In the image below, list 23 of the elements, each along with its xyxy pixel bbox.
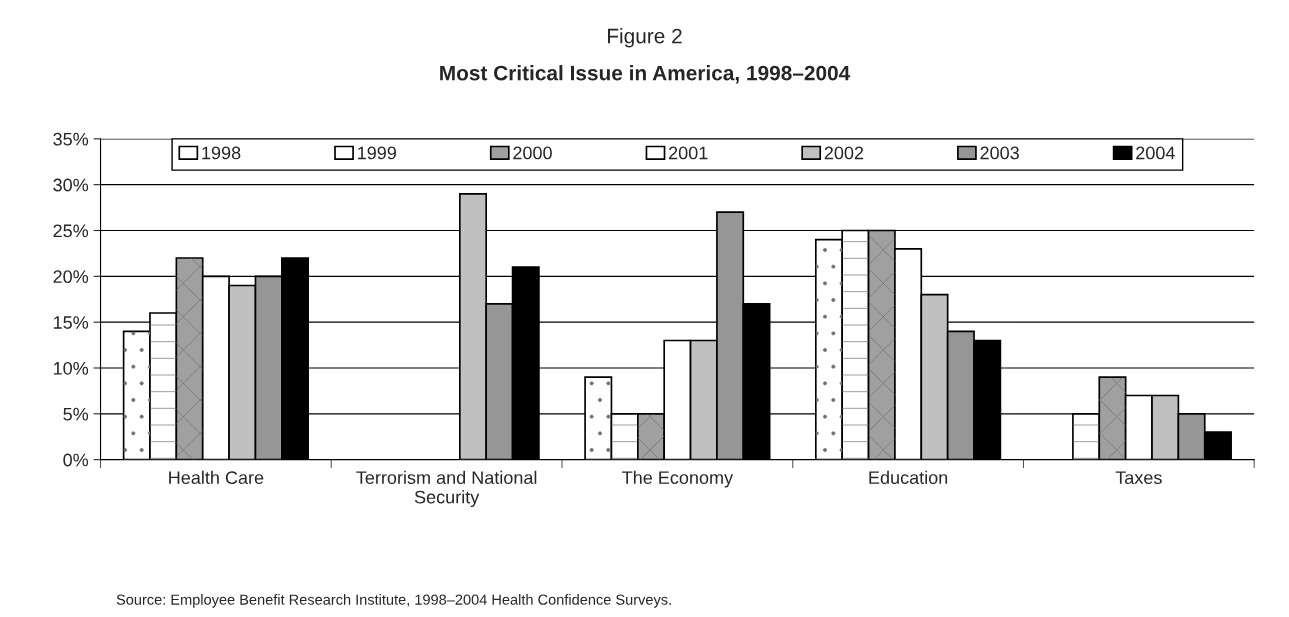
legend-label: 1999 — [358, 146, 396, 160]
legend-label: 2004 — [1136, 146, 1175, 160]
y-tick-label: 25% — [53, 224, 89, 238]
x-tick-label: Health Care — [169, 470, 264, 485]
x-tick-label: Terrorism and National Security — [356, 470, 537, 508]
x-tick-label: Taxes — [1115, 471, 1162, 485]
legend-label: 2001 — [669, 146, 708, 160]
chart-title: Figure 2 — [608, 28, 682, 48]
x-tick-label: Education — [869, 470, 948, 485]
y-tick-label: 5% — [63, 407, 89, 421]
legend-label: 2000 — [513, 146, 552, 160]
y-tick-label: 10% — [53, 361, 89, 375]
chart-subtitle: Most Critical Issue in America, 1998–2004 — [440, 65, 851, 84]
legend-label: 2002 — [824, 146, 864, 160]
x-tick-label: The Economy — [622, 470, 734, 488]
legend-label: 2003 — [980, 146, 1019, 160]
y-tick-label: 15% — [53, 316, 89, 329]
y-tick-label: 35% — [53, 132, 89, 146]
y-tick-label: 20% — [53, 270, 89, 284]
y-tick-label: 30% — [53, 178, 89, 192]
legend-label: 1998 — [202, 146, 241, 160]
source-note: Source: Employee Benefit Research Institute, 1998–2004 Health Confidence Surveys. — [116, 594, 671, 608]
y-tick-label: 0% — [63, 453, 89, 467]
